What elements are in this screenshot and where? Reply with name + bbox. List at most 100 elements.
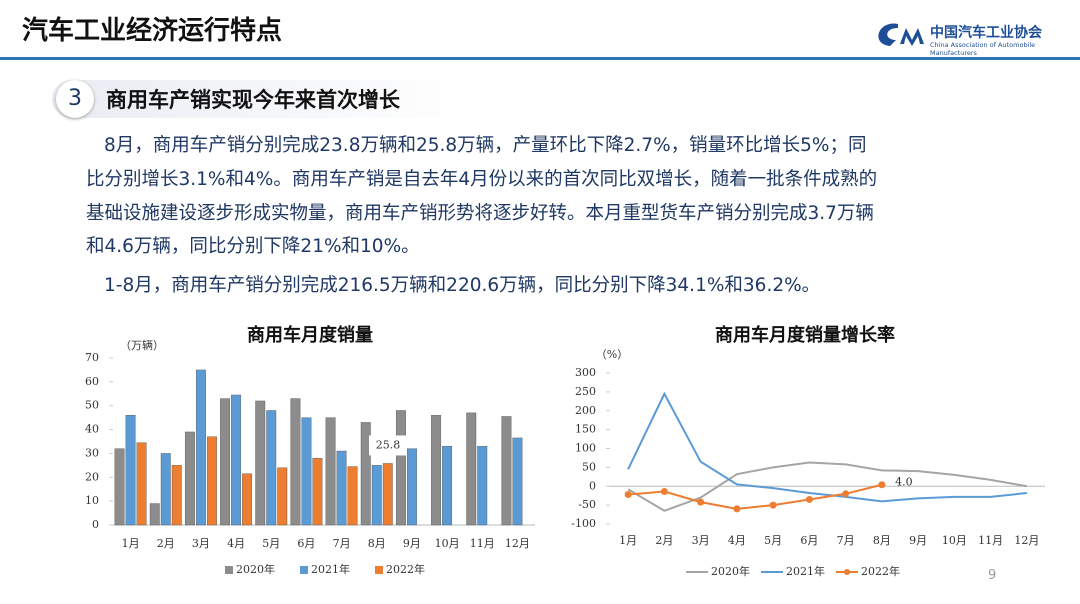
- bar: [125, 415, 136, 526]
- logo-english: China Association of Automobile Manufact…: [930, 41, 1036, 57]
- page-number: 9: [988, 568, 997, 583]
- x-tick-label: 6月: [800, 534, 818, 547]
- x-tick-label: 3月: [192, 537, 210, 550]
- point: [624, 491, 632, 499]
- x-tick-label: 7月: [837, 534, 855, 547]
- bar: [266, 410, 277, 526]
- slide-title: 汽车工业经济运行特点: [22, 16, 283, 46]
- legend-swatch: [375, 566, 383, 574]
- chart-title: 商用车月度销量增长率: [715, 324, 895, 346]
- x-tick-label: 11月: [470, 537, 495, 550]
- section-band: [52, 80, 472, 118]
- bar: [114, 448, 125, 526]
- logo-name: 中国汽车工业协会: [930, 25, 1042, 41]
- value-label: 4.0: [895, 476, 913, 489]
- bar: [395, 410, 406, 526]
- bar: [325, 417, 336, 526]
- y-tick-label: 40: [85, 423, 99, 436]
- y-tick-label: 300: [575, 366, 596, 379]
- paragraph-line: 1-8月，商用车产销分别完成216.5万辆和220.6万辆，同比分别下降34.1…: [104, 275, 821, 296]
- x-tick-label: 8月: [368, 537, 386, 550]
- logo-mark: [878, 23, 924, 46]
- bar: [184, 431, 195, 526]
- y-tick-label: -50: [578, 498, 596, 511]
- y-tick-label: 70: [85, 351, 99, 364]
- bar: [242, 473, 253, 526]
- legend-label: 2021年: [311, 562, 350, 576]
- bar: [301, 417, 312, 526]
- x-tick-label: 8月: [873, 534, 891, 547]
- x-tick-label: 7月: [333, 537, 351, 550]
- legend-swatch: [225, 566, 233, 574]
- y-tick-label: -100: [571, 517, 596, 530]
- bar: [360, 422, 371, 526]
- y-tick-label: 250: [575, 385, 596, 398]
- bar: [160, 453, 171, 526]
- legend-label: 2022年: [386, 562, 425, 576]
- paragraph-line: 基础设施建设逐步形成实物量，商用车产销形势将逐步好转。本月重型货车产销分别完成3…: [86, 203, 874, 224]
- paragraph-line: 比分别增长3.1%和4%。商用车产销是自去年4月份以来的首次同比双增长，随着一批…: [86, 169, 878, 190]
- bar: [220, 398, 231, 526]
- x-tick-label: 2月: [157, 537, 175, 550]
- bar: [149, 503, 160, 526]
- y-tick-label: 150: [575, 423, 596, 436]
- section-title: 商用车产销实现今年来首次增长: [106, 88, 400, 112]
- x-tick-label: 5月: [764, 534, 782, 547]
- y-tick-label: 60: [85, 375, 99, 388]
- bar: [431, 415, 442, 526]
- x-tick-label: 4月: [728, 534, 746, 547]
- bar: [136, 442, 147, 526]
- bar: [171, 465, 182, 526]
- bar: [442, 446, 453, 526]
- y-tick-label: 10: [85, 494, 99, 507]
- series-line: [628, 483, 883, 510]
- bar: [512, 437, 523, 526]
- legend-marker: [844, 569, 850, 575]
- bar: [231, 394, 242, 526]
- y-tick-label: 50: [582, 460, 596, 473]
- legend-label: 2022年: [861, 564, 900, 578]
- bar: [477, 446, 488, 526]
- bar: [382, 463, 393, 526]
- paragraph-line: 8月，商用车产销分别完成23.8万辆和25.8万辆，产量环比下降2.7%，销量环…: [104, 135, 867, 156]
- x-tick-label: 1月: [619, 534, 637, 547]
- y-tick-label: 200: [575, 404, 596, 417]
- legend-label: 2020年: [236, 562, 275, 576]
- y-tick-label: 50: [85, 399, 99, 412]
- bar: [255, 400, 266, 526]
- point: [697, 498, 705, 506]
- bar: [336, 450, 347, 526]
- point: [769, 501, 777, 509]
- legend-swatch: [300, 566, 308, 574]
- y-axis-label: （%）: [596, 348, 628, 361]
- x-tick-label: 9月: [403, 537, 421, 550]
- bar: [406, 448, 417, 526]
- bar: [195, 369, 206, 526]
- x-tick-label: 5月: [262, 537, 280, 550]
- y-tick-label: 30: [85, 446, 99, 459]
- bar: [277, 467, 288, 526]
- bar: [466, 412, 477, 526]
- y-axis-label: （万辆）: [120, 338, 164, 352]
- y-tick-label: 20: [85, 470, 99, 483]
- x-tick-label: 12月: [505, 537, 530, 550]
- bar: [347, 466, 358, 526]
- x-tick-label: 12月: [1014, 534, 1039, 547]
- x-tick-label: 9月: [909, 534, 927, 547]
- paragraph-line: 和4.6万辆，同比分别下降21%和10%。: [86, 236, 420, 257]
- x-tick-label: 3月: [692, 534, 710, 547]
- header-rule: [0, 57, 1080, 60]
- x-tick-label: 11月: [978, 534, 1003, 547]
- bar: [312, 458, 323, 526]
- x-tick-label: 6月: [297, 537, 315, 550]
- bar: [371, 465, 382, 526]
- value-label: 25.8: [376, 438, 401, 451]
- point: [660, 488, 668, 496]
- bar: [501, 416, 512, 526]
- bar: [290, 398, 301, 526]
- bar: [206, 436, 217, 526]
- y-tick-label: 0: [92, 518, 99, 531]
- point: [878, 481, 886, 489]
